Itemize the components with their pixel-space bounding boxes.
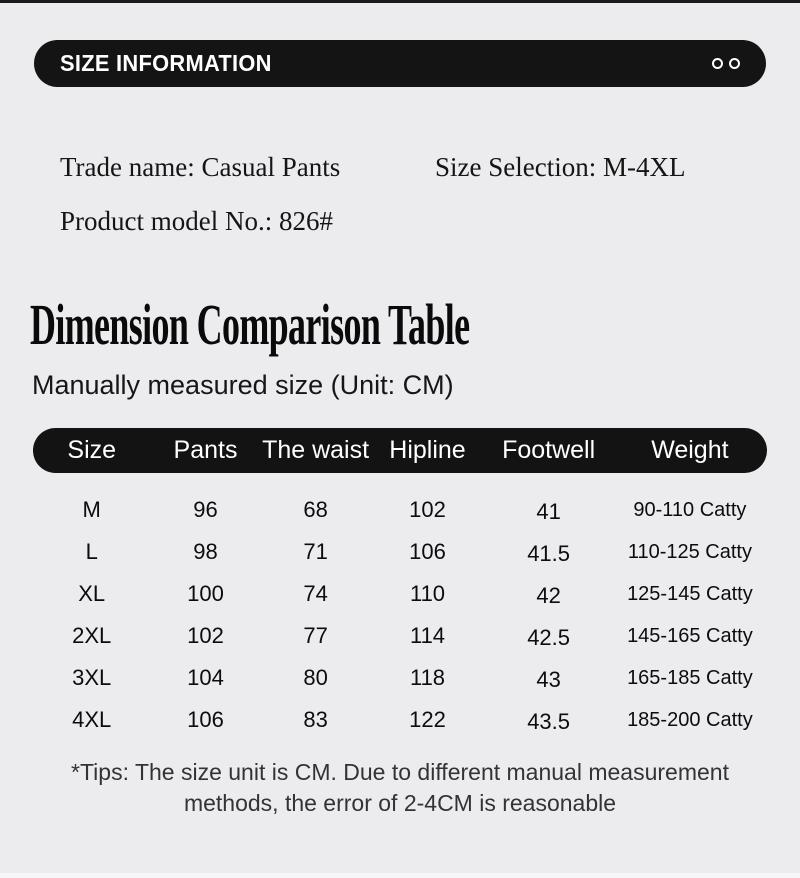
table-cell: 71	[303, 539, 328, 564]
table-cell: 90-110 Catty	[633, 498, 747, 521]
tips-note: *Tips: The size unit is CM. Due to diffe…	[0, 757, 800, 819]
section-subtitle: Manually measured size (Unit: CM)	[32, 370, 454, 400]
table-cell: 110	[409, 581, 446, 606]
table-cell: 100	[187, 581, 224, 606]
tips-line-2: methods, the error of 2-4CM is reasonabl…	[183, 790, 617, 816]
table-cell: 74	[303, 581, 328, 606]
size-information-banner: SIZE INFORMATION	[34, 40, 766, 87]
table-cell: L	[85, 539, 98, 564]
table-cell: 43	[536, 667, 561, 692]
table-cell: 104	[187, 665, 224, 690]
trade-name-text: Trade name: Casual Pants	[60, 152, 341, 182]
table-cell: 4XL	[72, 707, 112, 732]
table-cell: 165-185 Catty	[627, 666, 753, 689]
circle-outline-icon	[712, 58, 723, 69]
tips-line-1: *Tips: The size unit is CM. Due to diffe…	[71, 759, 729, 785]
size-table-header: Size Pants The waist Hipline Footwell We…	[33, 428, 767, 473]
table-row: M 96 68 102 41 90-110 Catty	[33, 489, 767, 531]
section-title: Dimension Comparison Table	[30, 292, 470, 357]
table-cell: 110-125 Catty	[627, 540, 752, 563]
table-cell: 185-200 Catty	[627, 708, 753, 731]
bottom-border	[0, 873, 800, 878]
column-header-waist: The waist	[262, 436, 370, 464]
table-cell: 102	[187, 623, 224, 648]
size-selection-text: Size Selection: M-4XL	[435, 152, 686, 182]
table-cell: 3XL	[72, 665, 112, 690]
product-model-text: Product model No.: 826#	[60, 206, 333, 236]
table-cell: 2XL	[72, 623, 112, 648]
table-cell: 125-145 Catty	[627, 582, 753, 605]
table-row: 3XL 104 80 118 43 165-185 Catty	[33, 657, 767, 699]
column-header-footwell: Footwell	[502, 436, 596, 464]
table-cell: 96	[193, 497, 218, 522]
table-cell: M	[82, 497, 101, 522]
banner-rings	[712, 58, 740, 69]
table-cell: 98	[193, 539, 218, 564]
column-header-pants: Pants	[173, 436, 238, 464]
product-info: Trade name: Casual Pants Size Selection:…	[60, 150, 800, 238]
table-cell: 114	[409, 623, 446, 648]
table-cell: 122	[409, 707, 446, 732]
circle-outline-icon	[729, 58, 740, 69]
table-cell: 145-165 Catty	[627, 624, 753, 647]
table-row: XL 100 74 110 42 125-145 Catty	[33, 573, 767, 615]
table-cell: 41	[536, 499, 561, 524]
table-cell: 80	[303, 665, 328, 690]
table-row: L 98 71 106 41.5 110-125 Catty	[33, 531, 767, 573]
table-row: 2XL 102 77 114 42.5 145-165 Catty	[33, 615, 767, 657]
table-cell: 41.5	[527, 541, 571, 566]
table-cell: XL	[78, 581, 106, 606]
table-cell: 43.5	[527, 709, 571, 734]
column-header-hipline: Hipline	[389, 436, 466, 464]
table-cell: 83	[303, 707, 328, 732]
column-header-size: Size	[67, 436, 117, 464]
column-header-weight: Weight	[651, 436, 729, 464]
table-cell: 106	[409, 539, 446, 564]
table-cell: 68	[303, 497, 328, 522]
table-cell: 106	[187, 707, 224, 732]
table-row: 4XL 106 83 122 43.5 185-200 Catty	[33, 699, 767, 741]
size-table-body: M 96 68 102 41 90-110 Catty L 98 71 106 41.5 110-12…	[33, 489, 767, 741]
top-border	[0, 0, 800, 3]
table-cell: 42	[536, 583, 561, 608]
table-cell: 42.5	[527, 625, 571, 650]
table-cell: 102	[409, 497, 446, 522]
banner-title: SIZE INFORMATION	[60, 50, 272, 76]
table-cell: 77	[303, 623, 328, 648]
product-info-row: Trade name: Casual Pants Size Selection:…	[60, 150, 800, 184]
table-cell: 118	[409, 665, 446, 690]
